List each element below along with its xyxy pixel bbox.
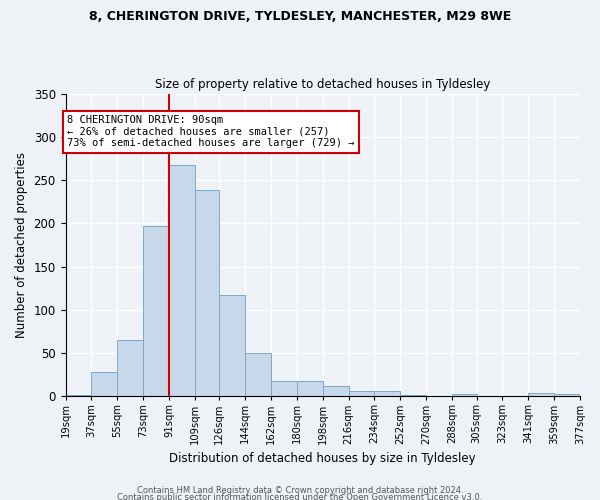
Bar bbox=[349, 391, 374, 396]
Bar bbox=[323, 386, 349, 396]
Bar bbox=[91, 372, 117, 396]
Text: 8, CHERINGTON DRIVE, TYLDESLEY, MANCHESTER, M29 8WE: 8, CHERINGTON DRIVE, TYLDESLEY, MANCHEST… bbox=[89, 10, 511, 23]
Bar bbox=[65, 394, 91, 396]
Text: Contains public sector information licensed under the Open Government Licence v3: Contains public sector information licen… bbox=[118, 494, 482, 500]
Bar bbox=[554, 394, 580, 396]
Bar bbox=[271, 381, 297, 396]
Text: Contains HM Land Registry data © Crown copyright and database right 2024.: Contains HM Land Registry data © Crown c… bbox=[137, 486, 463, 495]
Title: Size of property relative to detached houses in Tyldesley: Size of property relative to detached ho… bbox=[155, 78, 490, 91]
Bar bbox=[245, 353, 271, 397]
Bar bbox=[297, 381, 323, 396]
Y-axis label: Number of detached properties: Number of detached properties bbox=[15, 152, 28, 338]
X-axis label: Distribution of detached houses by size in Tyldesley: Distribution of detached houses by size … bbox=[169, 452, 476, 465]
Bar bbox=[143, 226, 169, 396]
Bar bbox=[195, 190, 219, 396]
Bar bbox=[169, 166, 195, 396]
Bar bbox=[452, 394, 476, 396]
Bar bbox=[528, 393, 554, 396]
Bar bbox=[219, 295, 245, 396]
Bar bbox=[117, 340, 143, 396]
Text: 8 CHERINGTON DRIVE: 90sqm
← 26% of detached houses are smaller (257)
73% of semi: 8 CHERINGTON DRIVE: 90sqm ← 26% of detac… bbox=[67, 115, 355, 148]
Bar bbox=[374, 391, 400, 396]
